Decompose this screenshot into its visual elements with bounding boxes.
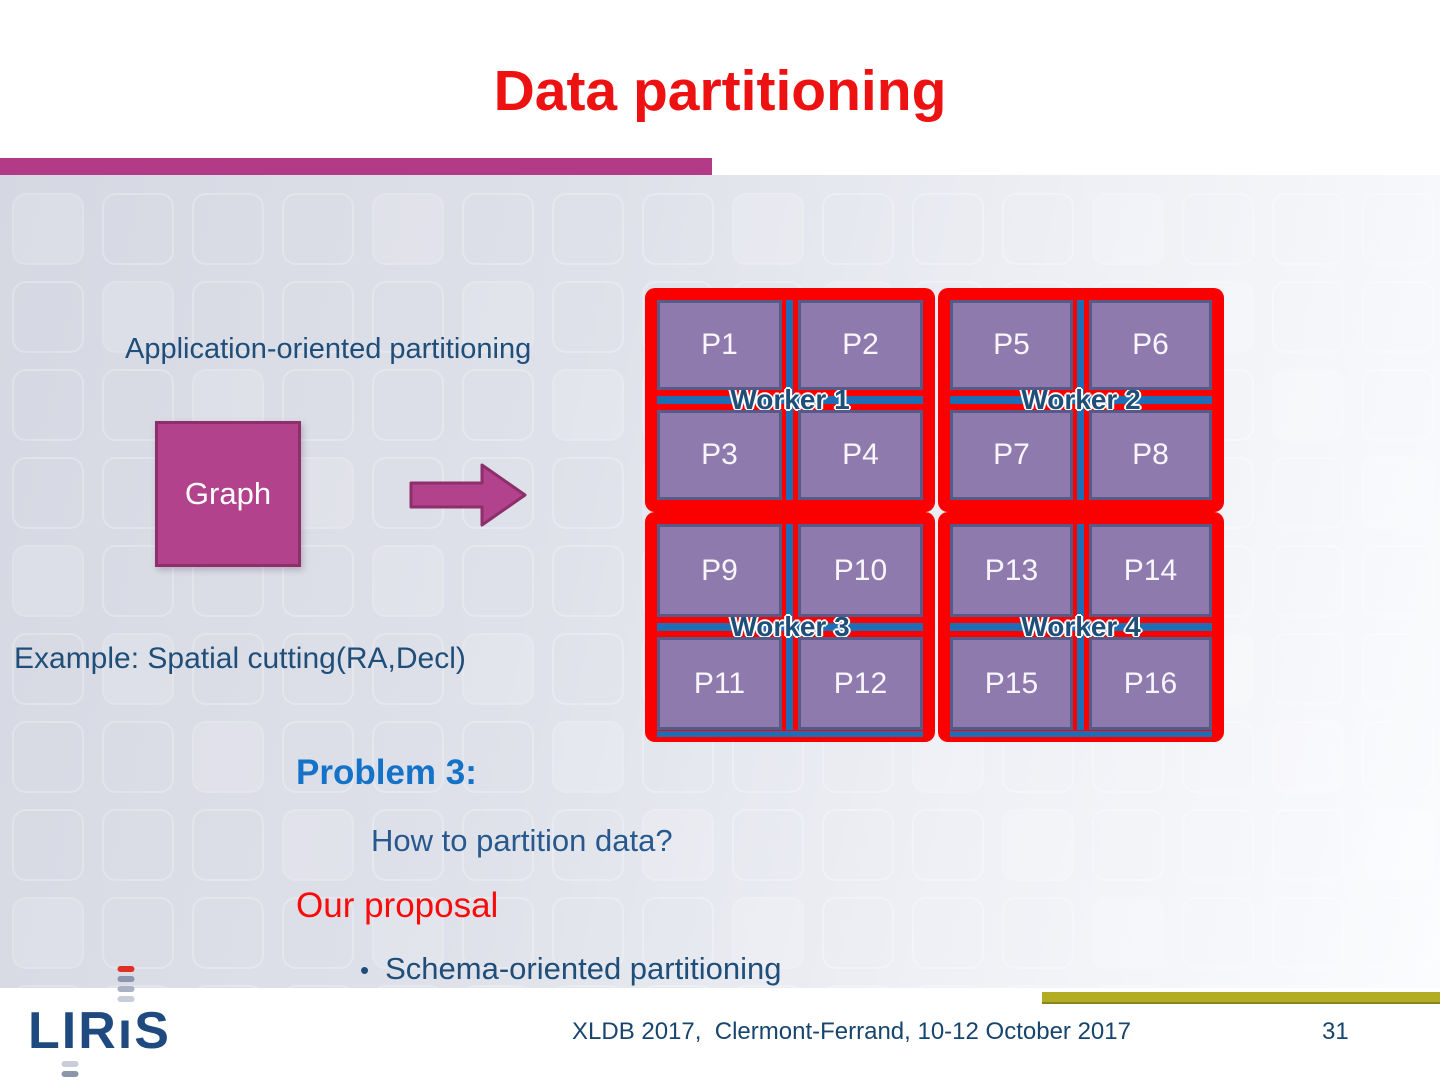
partition-box-p9: P9 bbox=[657, 524, 782, 617]
partition-p1-label: P1 bbox=[701, 328, 738, 361]
partition-p4-label: P4 bbox=[842, 438, 879, 471]
partition-p12-label: P12 bbox=[833, 666, 888, 700]
partition-box-p7: P7 bbox=[950, 410, 1073, 500]
partition-box-p12: P12 bbox=[798, 637, 923, 730]
divider-vertical-icon bbox=[1077, 524, 1084, 730]
logo-letter: ı bbox=[117, 1002, 135, 1060]
divider-vertical-icon bbox=[1077, 300, 1084, 500]
title-accent-bar bbox=[0, 158, 712, 175]
logo-letter: L bbox=[28, 1002, 62, 1060]
graph-box: Graph bbox=[155, 421, 301, 567]
worker-frame-4: Worker 4 P13 P14 P15 P16 bbox=[938, 512, 1224, 742]
footer-accent-bar bbox=[1042, 992, 1440, 1004]
partition-p6-label: P6 bbox=[1132, 328, 1169, 361]
partition-box-p8: P8 bbox=[1089, 410, 1212, 500]
logo-letter: R bbox=[78, 1002, 118, 1060]
partition-box-p16: P16 bbox=[1089, 637, 1212, 730]
logo-letter-i2: ı bbox=[117, 966, 135, 1057]
bullet-label: Schema-oriented partitioning bbox=[385, 951, 782, 986]
partition-box-p11: P11 bbox=[657, 637, 782, 730]
divider-bottom-icon bbox=[950, 731, 1212, 737]
example-label: Example: Spatial cutting(RA,Decl) bbox=[14, 642, 466, 675]
worker-frame-4-inner: Worker 4 P13 P14 P15 P16 bbox=[950, 524, 1212, 730]
divider-vertical-icon bbox=[786, 300, 793, 500]
bullet-item: • Schema-oriented partitioning bbox=[360, 951, 781, 987]
partition-box-p6: P6 bbox=[1089, 300, 1212, 390]
worker-frame-1: Worker 1 P1 P2 P3 P4 bbox=[645, 288, 935, 512]
partition-p2-label: P2 bbox=[842, 328, 879, 361]
proposal-heading: Our proposal bbox=[296, 886, 499, 925]
partition-box-p1: P1 bbox=[657, 300, 782, 390]
partition-box-p13: P13 bbox=[950, 524, 1073, 617]
application-partitioning-label: Application-oriented partitioning bbox=[125, 333, 532, 365]
partition-box-p14: P14 bbox=[1089, 524, 1212, 617]
partition-box-p10: P10 bbox=[798, 524, 923, 617]
logo-letter: S bbox=[134, 1002, 171, 1060]
bullet-icon: • bbox=[360, 955, 370, 985]
partition-box-p5: P5 bbox=[950, 300, 1073, 390]
problem-heading: Problem 3: bbox=[296, 753, 477, 792]
logo-dots-below-icon bbox=[61, 1060, 79, 1080]
partition-p15-label: P15 bbox=[984, 666, 1039, 700]
right-arrow-icon bbox=[409, 463, 527, 527]
logo-letter-i1: I bbox=[61, 1005, 79, 1077]
partition-box-p2: P2 bbox=[798, 300, 923, 390]
graph-box-label: Graph bbox=[184, 476, 272, 511]
partition-p3-label: P3 bbox=[701, 438, 738, 471]
worker-frame-2-inner: Worker 2 P5 P6 P7 P8 bbox=[950, 300, 1212, 500]
worker-frame-2: Worker 2 P5 P6 P7 P8 bbox=[938, 288, 1224, 512]
partition-box-p4: P4 bbox=[798, 410, 923, 500]
problem-question: How to partition data? bbox=[371, 823, 673, 858]
divider-vertical-icon bbox=[786, 524, 793, 730]
partition-p11-label: P11 bbox=[693, 666, 746, 700]
worker-frame-1-inner: Worker 1 P1 P2 P3 P4 bbox=[657, 300, 923, 500]
worker-frame-3: Worker 3 P9 P10 P11 P12 bbox=[645, 512, 935, 742]
partition-p8-label: P8 bbox=[1132, 438, 1169, 471]
worker-frame-3-inner: Worker 3 P9 P10 P11 P12 bbox=[657, 524, 923, 730]
partition-p9-label: P9 bbox=[701, 553, 738, 587]
partition-p16-label: P16 bbox=[1123, 666, 1178, 700]
logo-dots-above-icon bbox=[117, 966, 135, 1002]
partition-p10-label: P10 bbox=[833, 553, 888, 587]
liris-logo: L I R ı S bbox=[28, 966, 171, 1077]
partition-p7-label: P7 bbox=[993, 438, 1030, 471]
page-number: 31 bbox=[1322, 1018, 1349, 1045]
divider-bottom-icon bbox=[657, 731, 923, 737]
page-title: Data partitioning bbox=[493, 59, 947, 123]
conference-label: XLDB 2017, Clermont-Ferrand, 10-12 Octob… bbox=[572, 1018, 1131, 1045]
partition-box-p15: P15 bbox=[950, 637, 1073, 730]
partition-p14-label: P14 bbox=[1123, 553, 1178, 587]
partition-p5-label: P5 bbox=[993, 328, 1030, 361]
partition-box-p3: P3 bbox=[657, 410, 782, 500]
partition-p13-label: P13 bbox=[984, 553, 1039, 587]
logo-letter: I bbox=[61, 1002, 79, 1060]
